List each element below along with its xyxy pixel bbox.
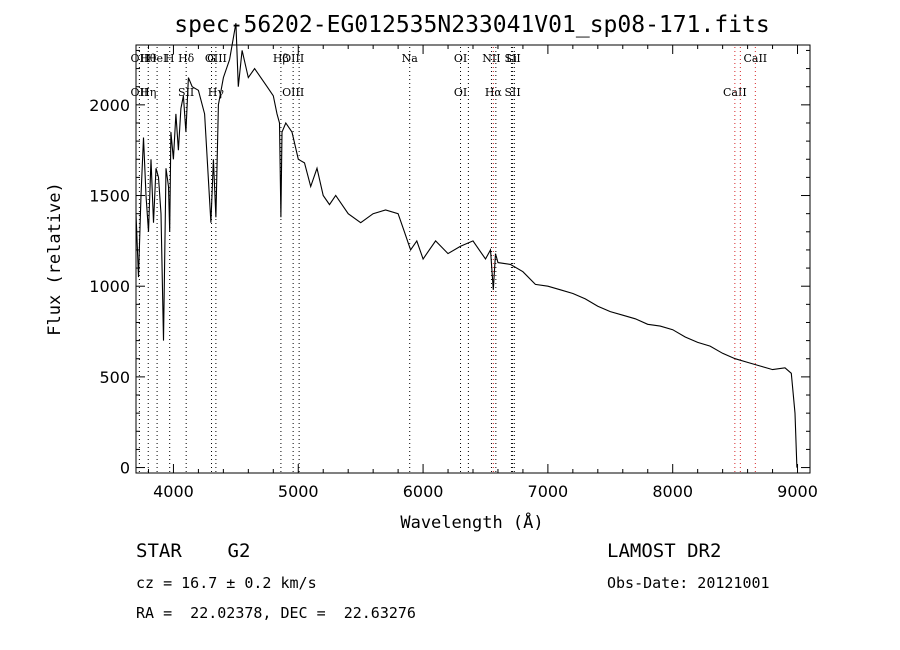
line-label-top: OIII bbox=[205, 52, 227, 65]
x-tick-label: 9000 bbox=[777, 482, 818, 501]
x-tick-label: 6000 bbox=[403, 482, 444, 501]
line-label-bottom: CaII bbox=[723, 86, 747, 99]
line-label-top: Hδ bbox=[178, 52, 195, 65]
line-label-top: Hβ bbox=[273, 52, 289, 65]
line-label-bottom: Hη bbox=[140, 86, 156, 99]
line-label-bottom: OII bbox=[131, 86, 149, 99]
line-label-top: SII bbox=[504, 52, 520, 65]
line-label-top: OI bbox=[454, 52, 467, 65]
redshift-velocity: cz = 16.7 ± 0.2 km/s bbox=[136, 574, 317, 592]
object-class: STAR G2 bbox=[136, 540, 251, 562]
x-tick-label: 8000 bbox=[652, 482, 693, 501]
line-label-bottom: SII bbox=[504, 86, 520, 99]
line-label-top: G bbox=[207, 52, 216, 65]
line-label-bottom: Hα bbox=[485, 86, 503, 99]
line-label-top: Hθ bbox=[140, 52, 157, 65]
line-label-top: Na bbox=[402, 52, 419, 65]
y-tick-label: 1000 bbox=[89, 277, 130, 296]
chart-title: spec-56202-EG012535N233041V01_sp08-171.f… bbox=[174, 12, 769, 38]
y-tick-label: 500 bbox=[99, 368, 130, 387]
survey-name: LAMOST DR2 bbox=[607, 540, 722, 562]
x-tick-label: 4000 bbox=[153, 482, 194, 501]
axis-ticks: 4000 5000 6000 7000 8000 9000 0 500 1000 1500 2000 bbox=[89, 45, 818, 501]
line-label-top: NII bbox=[482, 52, 500, 65]
line-label-top: CaII bbox=[743, 52, 767, 65]
line-label-top: HeI bbox=[147, 52, 167, 65]
x-tick-label: 5000 bbox=[278, 482, 319, 501]
x-axis-label: Wavelength (Å) bbox=[400, 511, 543, 533]
spectrum-series-line bbox=[135, 23, 798, 468]
y-tick-label: 1500 bbox=[89, 187, 130, 206]
line-label-top: H bbox=[165, 52, 175, 65]
plot-frame bbox=[135, 44, 811, 474]
line-label-top: OIII bbox=[282, 52, 304, 65]
y-tick-label: 2000 bbox=[89, 96, 130, 115]
observation-date: Obs-Date: 20121001 bbox=[607, 574, 770, 592]
y-axis-label: Flux (relative) bbox=[45, 182, 65, 336]
line-label-top: Li bbox=[506, 52, 517, 65]
line-label-bottom: SII bbox=[178, 86, 194, 99]
y-tick-label: 0 bbox=[120, 459, 130, 478]
line-label-top: OII bbox=[131, 52, 149, 65]
x-tick-label: 7000 bbox=[528, 482, 569, 501]
line-label-bottom: OIII bbox=[282, 86, 304, 99]
ra-dec-coordinates: RA = 22.02378, DEC = 22.63276 bbox=[136, 604, 416, 622]
line-label-bottom: OI bbox=[454, 86, 467, 99]
